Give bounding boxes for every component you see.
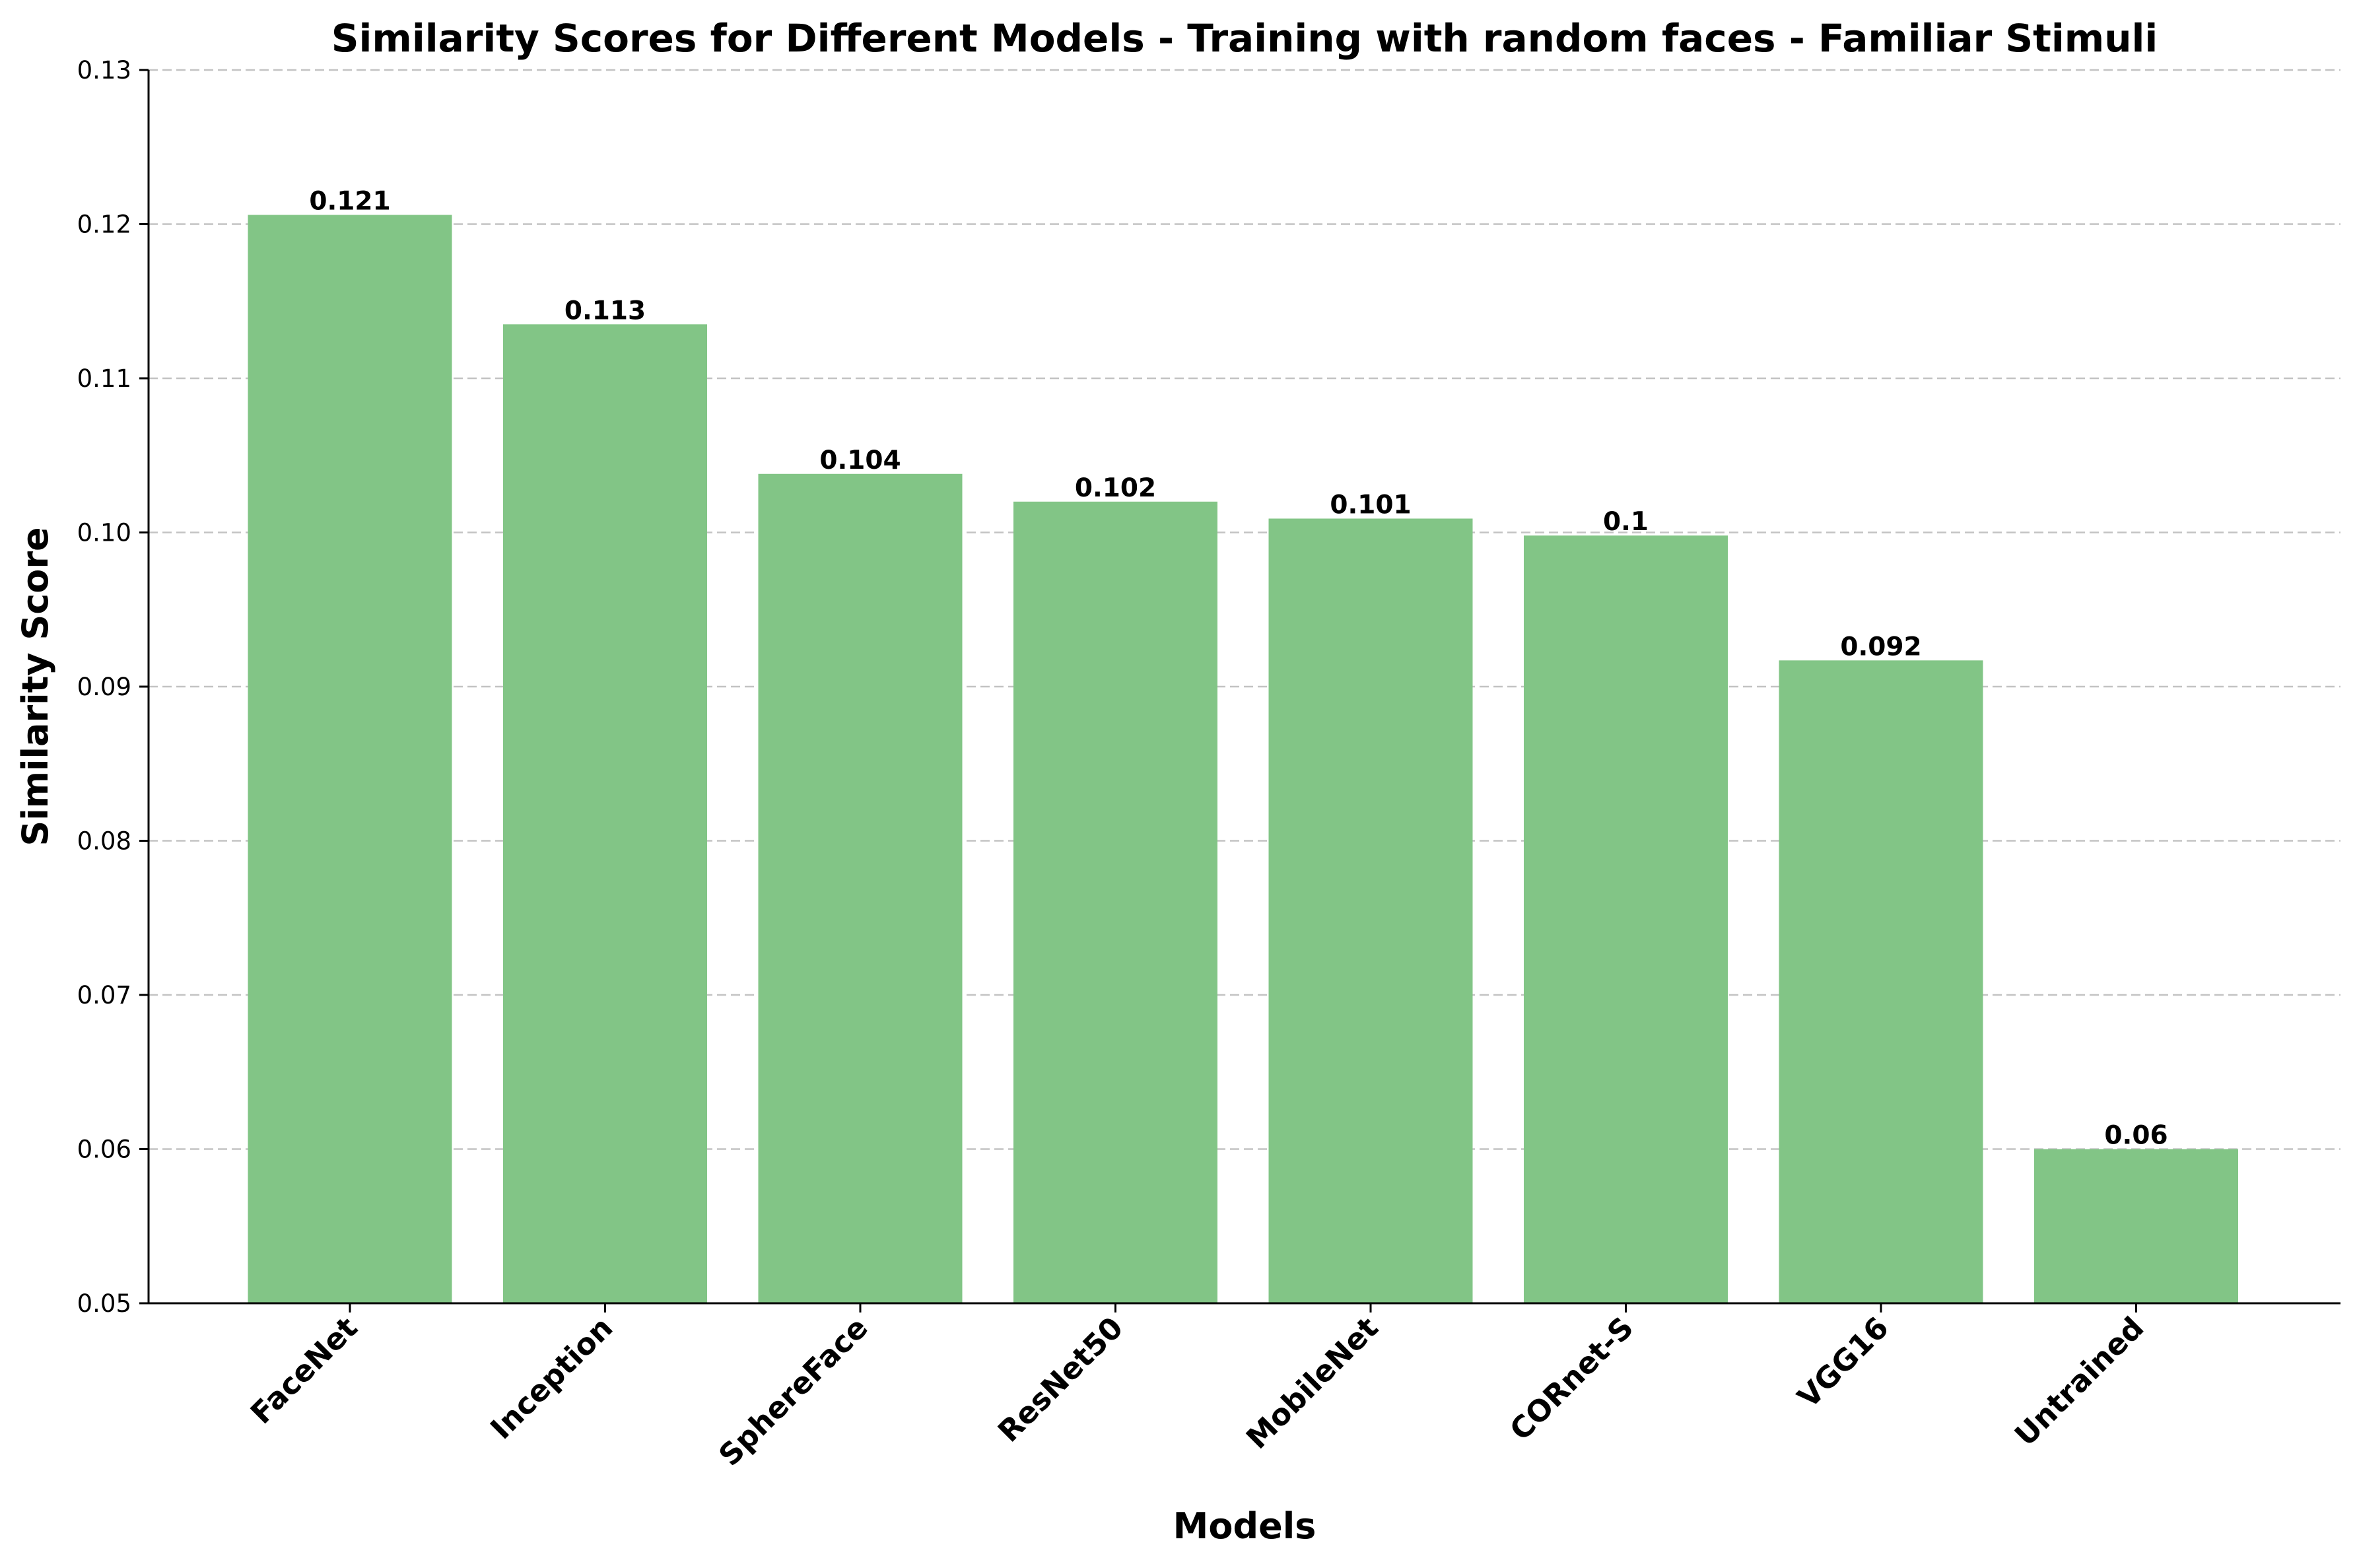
y-tick-label: 0.12	[77, 211, 131, 239]
data-labels: 0.121 0.113 0.104 0.102 0.101 0.1 0.092 0.06	[309, 186, 2168, 1150]
bar-vgg16	[1779, 660, 1983, 1303]
data-label: 0.06	[2104, 1121, 2168, 1151]
bar-untrained	[2034, 1149, 2238, 1303]
y-tick-label: 0.06	[77, 1136, 131, 1164]
bar-cornet-s	[1524, 535, 1728, 1304]
y-tick-label: 0.11	[77, 364, 131, 393]
y-ticks: 0.05 0.06 0.07 0.08 0.09 0.10 0.11 0.12 0.13	[77, 56, 149, 1318]
data-label: 0.102	[1075, 473, 1156, 503]
y-tick-label: 0.07	[77, 981, 131, 1009]
y-axis-label: Similarity Score	[15, 527, 56, 846]
data-label: 0.121	[309, 186, 390, 216]
bars	[248, 215, 2238, 1304]
bar-sphereface	[758, 473, 963, 1303]
bar-mobilenet	[1268, 518, 1473, 1303]
chart-title: Similarity Scores for Different Models -…	[331, 16, 2158, 61]
x-axis-label: Models	[1173, 1505, 1316, 1547]
x-tick-label: CORnet-S	[1503, 1310, 1640, 1447]
bar-facenet	[248, 215, 452, 1303]
x-ticks: FaceNet Inception SphereFace ResNet50 Mobile…	[244, 1303, 2150, 1473]
data-label: 0.104	[819, 446, 901, 475]
x-tick-label: VGG16	[1791, 1310, 1896, 1415]
y-tick-label: 0.10	[77, 519, 131, 547]
y-tick-label: 0.05	[77, 1289, 131, 1318]
data-label: 0.092	[1840, 632, 1921, 662]
y-tick-label: 0.09	[77, 673, 131, 701]
x-tick-label: FaceNet	[244, 1310, 364, 1431]
x-tick-label: ResNet50	[991, 1310, 1130, 1449]
y-tick-label: 0.08	[77, 827, 131, 856]
x-tick-label: Untrained	[2008, 1310, 2150, 1452]
x-tick-label: SphereFace	[712, 1310, 874, 1472]
grid-lines	[149, 69, 2340, 1150]
x-tick-label: Inception	[483, 1310, 619, 1446]
data-label: 0.113	[564, 296, 646, 325]
data-label: 0.1	[1603, 507, 1649, 537]
bar-inception	[503, 324, 707, 1303]
data-label: 0.101	[1330, 490, 1411, 520]
x-tick-label: MobileNet	[1239, 1310, 1385, 1456]
bar-resnet50	[1013, 501, 1217, 1303]
y-tick-label: 0.13	[77, 56, 131, 85]
